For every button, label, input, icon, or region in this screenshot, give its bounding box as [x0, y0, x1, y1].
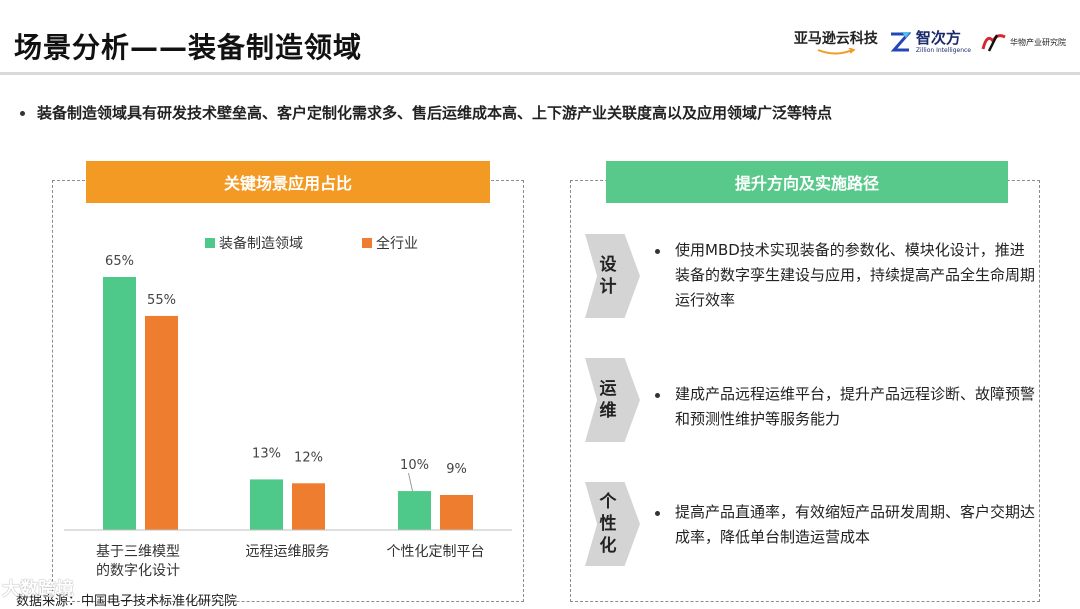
path-tag-char: 化	[599, 536, 617, 556]
huawu-mark-icon	[981, 34, 1006, 52]
watermark: 大数跨境	[2, 579, 74, 600]
category-label: 基于三维模型	[96, 543, 180, 560]
legend-label: 全行业	[376, 235, 418, 252]
category-label: 个性化定制平台	[387, 544, 485, 560]
aws-smile-icon	[817, 48, 856, 55]
huawu-logo-text: 华物产业研究院	[1010, 37, 1066, 47]
data-label: 10%	[400, 458, 429, 473]
legend-swatch	[362, 238, 372, 248]
path-item-design: 使用MBD技术实现装备的参数化、模块化设计，推进装备的数字孪生建设与应用，持续提…	[655, 238, 1035, 316]
summary-bullet: 装备制造领域具有研发技术壁垒高、客户定制化需求多、售后运维成本高、上下游产业关联…	[20, 102, 832, 123]
path-item-text: 使用MBD技术实现装备的参数化、模块化设计，推进装备的数字孪生建设与应用，持续提…	[675, 241, 1036, 309]
huawu-logo: 华物产业研究院	[981, 31, 1066, 53]
legend-label: 装备制造领域	[219, 235, 303, 252]
aws-logo-text: 亚马逊云科技	[793, 31, 878, 47]
bar-all-industries	[440, 494, 473, 530]
path-item-text: 提高产品直通率，有效缩短产品研发周期、客户交期达成率，降低单台制造运营成本	[675, 503, 1036, 546]
bar-equipment	[250, 479, 283, 530]
bar-all-industries	[292, 483, 325, 530]
data-label: 12%	[294, 450, 323, 465]
category-label: 的数字化设计	[96, 563, 180, 579]
path-item-personalization: 提高产品直通率，有效缩短产品研发周期、客户交期达成率，降低单台制造运营成本	[655, 500, 1035, 552]
path-item-maintenance: 建成产品远程运维平台，提升产品远程诊断、故障预警和预测性维护等服务能力	[655, 382, 1035, 434]
bullet-dot	[20, 111, 25, 116]
data-label: 55%	[147, 293, 176, 308]
path-tag-char: 计	[599, 277, 617, 297]
bullet-dot	[655, 511, 660, 516]
bullet-dot	[655, 393, 660, 398]
chart-panel-banner: 关键场景应用占比	[86, 161, 490, 203]
path-tag-char: 运	[599, 379, 617, 399]
category-label: 远程运维服务	[246, 544, 330, 560]
path-tag-char: 性	[599, 514, 617, 534]
path-item-text: 建成产品远程运维平台，提升产品远程诊断、故障预警和预测性维护等服务能力	[675, 385, 1036, 428]
logo-group: 亚马逊云科技 智次方 Zillion Intelligence 华物产业研究院	[794, 22, 1066, 62]
bar-equipment	[398, 491, 431, 530]
data-label: 13%	[252, 446, 281, 461]
bullet-dot	[655, 249, 660, 254]
data-source-note: 数据来源：中国电子技术标准化研究院	[16, 594, 238, 609]
path-tag-char: 维	[599, 401, 617, 421]
path-tag-char: 设	[599, 255, 617, 275]
zillion-z-icon	[890, 32, 912, 52]
legend-swatch	[205, 238, 215, 248]
data-label: 9%	[446, 462, 467, 477]
summary-text: 装备制造领域具有研发技术壁垒高、客户定制化需求多、售后运维成本高、上下游产业关联…	[37, 104, 833, 122]
aws-logo: 亚马逊云科技	[794, 28, 878, 56]
page-title: 场景分析——装备制造领域	[14, 31, 363, 64]
zillion-logo: 智次方 Zillion Intelligence	[888, 30, 971, 54]
header-divider	[0, 72, 1080, 75]
path-tag-char: 个	[599, 492, 617, 512]
bar-all-industries	[145, 315, 178, 530]
bar-equipment	[103, 277, 136, 530]
zillion-logo-text: 智次方	[915, 28, 961, 47]
leader-line	[408, 472, 413, 492]
zillion-logo-subtext: Zillion Intelligence	[915, 46, 971, 54]
paths-panel-banner: 提升方向及实施路径	[606, 161, 1008, 203]
data-label: 65%	[105, 254, 134, 269]
